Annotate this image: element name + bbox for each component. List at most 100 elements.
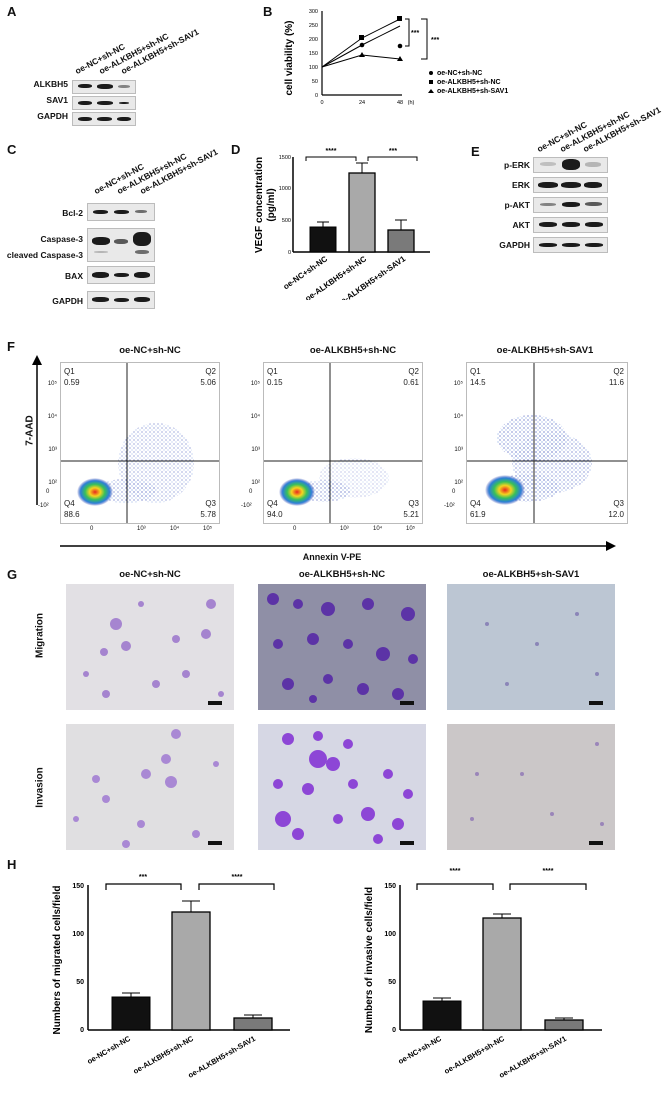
quadrant-value: 0.15 (267, 378, 283, 387)
svg-text:50: 50 (388, 979, 396, 986)
y-axis-label: Numbers of invasive cells/field (364, 887, 375, 1033)
quadrant-value: 5.21 (403, 510, 419, 519)
svg-text:50: 50 (76, 979, 84, 986)
svg-text:oe-ALKBH5+sh-SAV1: oe-ALKBH5+sh-SAV1 (186, 1034, 257, 1080)
flow-plot-title: oe-ALKBH5+sh-SAV1 (496, 345, 594, 356)
transwell-image-migration-3 (447, 584, 615, 710)
quadrant-value: 61.9 (470, 510, 486, 519)
svg-text:0: 0 (80, 1027, 84, 1034)
svg-text:150: 150 (309, 51, 318, 57)
panel-h-invasion-bar-chart: Numbers of invasive cells/field 0 50 100 15… (364, 868, 602, 1080)
panel-label-e: E (471, 144, 480, 159)
svg-text:****: **** (232, 874, 243, 881)
svg-text:oe-NC+sh-NC: oe-NC+sh-NC (396, 1034, 443, 1066)
protein-label: SAV1 (46, 95, 68, 105)
blot-strip (72, 96, 136, 110)
transwell-image-invasion-1 (66, 724, 234, 850)
svg-text:oe-NC+sh-NC: oe-NC+sh-NC (85, 1034, 132, 1066)
quadrant-value: 14.5 (470, 378, 486, 387)
svg-text:oe-ALKBH5+sh-NC: oe-ALKBH5+sh-NC (442, 1034, 506, 1076)
svg-text:0: 0 (288, 250, 291, 256)
quadrant-value: 94.0 (267, 510, 283, 519)
svg-text:***: *** (139, 874, 147, 881)
blot-strip (533, 157, 608, 173)
column-title: oe-ALKBH5+sh-SAV1 (482, 569, 580, 580)
quadrant-value: 11.6 (609, 378, 624, 387)
protein-label: Bcl-2 (62, 208, 83, 218)
quadrant-value: 0.59 (64, 378, 80, 387)
svg-text:200: 200 (309, 37, 318, 43)
quadrant-value: 12.0 (608, 510, 624, 519)
protein-label: GAPDH (37, 111, 68, 121)
protein-label: GAPDH (499, 240, 530, 250)
y-axis-label: 7-AAD (24, 415, 36, 446)
column-title: oe-ALKBH5+sh-NC (298, 569, 386, 580)
svg-text:100: 100 (309, 65, 318, 71)
panel-label-g: G (7, 567, 18, 582)
panel-label-f: F (7, 339, 15, 354)
row-label-invasion: Invasion (34, 767, 46, 808)
blot-strip (87, 291, 155, 309)
svg-text:***: *** (389, 148, 397, 155)
legend-item: oe-ALKBH5+sh-NC (437, 79, 501, 86)
protein-label: p-ERK (504, 160, 530, 170)
blot-strip (533, 177, 608, 193)
svg-text:0: 0 (315, 93, 318, 99)
x-axis-label: Annexin V-PE (302, 552, 362, 562)
transwell-image-invasion-3 (447, 724, 615, 850)
svg-text:1500: 1500 (279, 155, 291, 161)
blot-strip (533, 217, 608, 233)
y-axis-label: VEGF concentration (254, 157, 265, 253)
panel-label-b: B (263, 4, 273, 19)
svg-text:100: 100 (384, 931, 396, 938)
svg-text:150: 150 (72, 883, 84, 890)
blot-strip (87, 266, 155, 284)
protein-label: Caspase-3 (40, 234, 83, 244)
x-axis-arrow (60, 541, 616, 551)
blot-strip (87, 228, 155, 262)
quadrant-value: 5.06 (200, 378, 216, 387)
svg-text:oe-ALKBH5+sh-NC: oe-ALKBH5+sh-NC (131, 1034, 195, 1076)
row-label-migration: Migration (34, 613, 46, 658)
flow-plot-title: oe-NC+sh-NC (119, 345, 181, 356)
quadrant-value: 5.78 (200, 510, 216, 519)
panel-d-bar-chart: VEGF concentration (pg/ml) 050010001500 … (254, 148, 430, 300)
svg-text:(pg/ml): (pg/ml) (266, 188, 277, 221)
panel-label-d: D (231, 142, 241, 157)
panel-label-h: H (7, 857, 17, 872)
panel-label-c: C (7, 142, 17, 157)
svg-text:0: 0 (392, 1027, 396, 1034)
blot-strip (533, 197, 608, 213)
transwell-image-invasion-2 (258, 724, 426, 850)
blot-strip (533, 237, 608, 253)
legend-item: oe-ALKBH5+sh-SAV1 (437, 88, 508, 95)
protein-label: AKT (512, 220, 530, 230)
svg-text:24: 24 (359, 100, 365, 106)
svg-text:250: 250 (309, 23, 318, 29)
svg-text:****: **** (450, 868, 461, 875)
svg-text:****: **** (543, 868, 554, 875)
svg-text:48: 48 (397, 100, 403, 106)
svg-text:***: *** (431, 37, 439, 44)
protein-label: BAX (65, 271, 83, 281)
transwell-image-migration-1 (66, 584, 234, 710)
svg-text:0: 0 (320, 100, 323, 106)
svg-text:***: *** (411, 30, 419, 37)
svg-text:(h): (h) (408, 100, 415, 106)
svg-text:500: 500 (282, 218, 291, 224)
protein-label: ERK (512, 180, 530, 190)
transwell-image-migration-2 (258, 584, 426, 710)
svg-text:****: **** (326, 148, 337, 155)
svg-text:oe-ALKBH5+sh-SAV1: oe-ALKBH5+sh-SAV1 (497, 1034, 568, 1080)
quadrant-value: 88.6 (64, 510, 80, 519)
y-axis-label: Numbers of migrated cells/field (52, 886, 63, 1035)
protein-label: cleaved Caspase-3 (6, 250, 83, 260)
y-axis-label: cell viability (%) (284, 20, 295, 95)
svg-text:100: 100 (72, 931, 84, 938)
svg-text:1000: 1000 (279, 186, 291, 192)
protein-label: GAPDH (52, 296, 83, 306)
protein-label: ALKBH5 (33, 79, 68, 89)
panel-h-migration-bar-chart: Numbers of migrated cells/field 0 50 100 15… (52, 874, 290, 1080)
panel-b-line-chart: cell viability (%) 0 50 100 150 200 250 300 0… (284, 9, 508, 106)
blot-strip (72, 80, 136, 94)
